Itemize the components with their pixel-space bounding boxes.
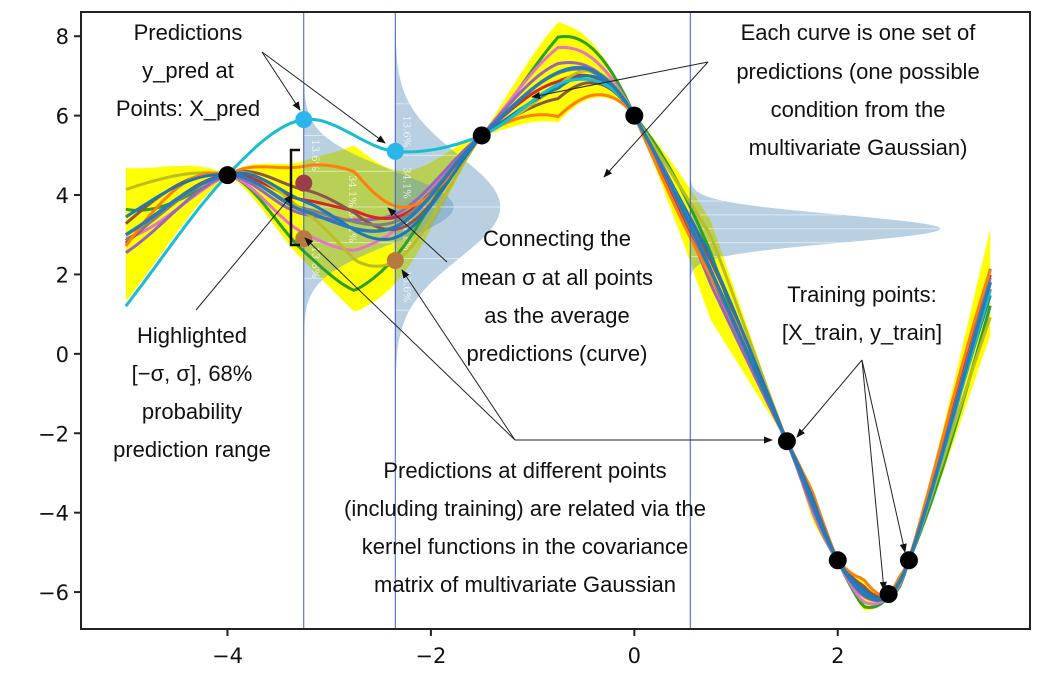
annotation-line: Predictions at different points: [383, 458, 666, 483]
x-tick-label: −4: [212, 644, 243, 668]
annotation-training: Training points: [X_train, y_train]: [782, 282, 942, 345]
annotation-arrow: [387, 207, 448, 263]
annotation-line: predictions (one possible: [736, 59, 979, 84]
training-point: [218, 166, 237, 185]
annotation-line: Highlighted: [137, 323, 247, 348]
annotation-each-curve: Each curve is one set of predictions (on…: [736, 20, 979, 160]
x-tick-label: 2: [831, 644, 844, 668]
gaussian-percent-label: 34.1%: [346, 175, 357, 207]
x-tick-label: 0: [628, 644, 641, 668]
annotation-arrow: [304, 237, 516, 441]
plot-area: 13.6%34.1%34.1%13.6%13.6%34.1%34.1%13.6%: [124, 12, 992, 629]
annotation-arrow: [861, 359, 887, 591]
gaussian-percent-label: 34.1%: [400, 219, 411, 251]
training-point: [472, 126, 491, 145]
annotation-arrow: [195, 194, 293, 311]
y-tick-label: 4: [56, 184, 69, 208]
training-point: [625, 106, 644, 125]
annotation-arrow: [796, 359, 863, 438]
y-tick-label: −2: [38, 422, 69, 446]
annotation-arrow: [861, 359, 907, 553]
annotation-line: prediction range: [113, 437, 271, 462]
y-tick-label: −6: [38, 581, 69, 605]
gaussian-percent-label: 13.6%: [309, 139, 320, 171]
annotation-line: [−σ, σ], 68%: [132, 361, 253, 386]
annotation-line: predictions (curve): [467, 341, 648, 366]
annotation-line: matrix of multivariate Gaussian: [374, 572, 676, 597]
y-tick-label: 2: [56, 263, 69, 287]
y-tick-label: 6: [56, 105, 69, 129]
training-point: [777, 432, 796, 451]
annotation-highlighted: Highlighted [−σ, σ], 68% probability pre…: [113, 323, 271, 462]
annotation-arrow: [603, 61, 709, 178]
annotation-line: y_pred at: [142, 58, 234, 83]
training-point: [899, 551, 918, 570]
annotation-line: [X_train, y_train]: [782, 320, 942, 345]
gaussian-percent-label: 13.6%: [400, 116, 411, 148]
prediction-point: [295, 174, 313, 192]
annotation-line: Each curve is one set of: [741, 20, 977, 45]
prediction-point: [295, 111, 313, 129]
annotation-line: multivariate Gaussian): [749, 135, 968, 160]
axis-ticks: −4 −2 0 2 8 6 4 2 0 −2 −4 −6: [38, 25, 844, 668]
training-point: [828, 551, 847, 570]
annotation-arrows: [195, 51, 907, 591]
prediction-point: [386, 142, 404, 160]
annotation-arrow: [531, 61, 709, 99]
gaussian-percent-label: 34.1%: [400, 167, 411, 199]
annotation-line: condition from the: [771, 97, 946, 122]
annotation-line: kernel functions in the covariance: [362, 534, 689, 559]
annotation-arrow: [261, 51, 386, 144]
x-tick-label: −2: [415, 644, 446, 668]
annotation-line: Predictions: [134, 20, 243, 45]
annotation-arrow: [401, 269, 516, 441]
annotation-arrow: [261, 51, 301, 111]
y-tick-label: 8: [56, 25, 69, 49]
annotation-line: Points: X_pred: [116, 96, 260, 121]
annotation-line: mean σ at all points: [461, 265, 653, 290]
annotation-related: Predictions at different points (includi…: [344, 458, 706, 597]
annotation-connecting: Connecting the mean σ at all points as t…: [461, 226, 653, 366]
annotation-line: Connecting the: [483, 226, 631, 251]
gaussian-percent-label: 13.6%: [400, 270, 411, 302]
training-point: [879, 585, 898, 604]
annotation-line: probability: [142, 399, 242, 424]
axes-frame: [80, 11, 1031, 630]
sample-curve: [124, 93, 992, 598]
annotation-predictions: Predictions y_pred at Points: X_pred: [116, 20, 260, 121]
annotation-line: (including training) are related via the: [344, 496, 706, 521]
mean-curve: [124, 65, 992, 602]
y-tick-label: 0: [56, 343, 69, 367]
y-tick-label: −4: [38, 502, 69, 526]
prediction-point: [386, 252, 404, 270]
annotation-line: Training points:: [787, 282, 937, 307]
annotation-line: as the average: [484, 303, 630, 328]
